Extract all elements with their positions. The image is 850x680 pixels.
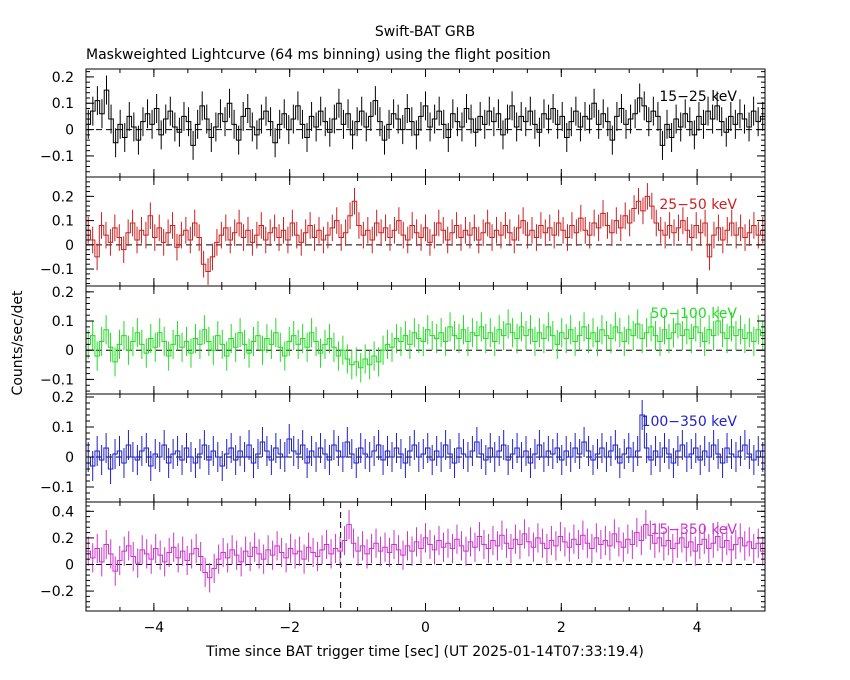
y-tick-label: 0	[65, 238, 74, 254]
y-tick-label: 0	[65, 123, 74, 139]
lightcurve-steps	[86, 320, 765, 369]
y-tick-label: 0.1	[52, 314, 74, 330]
x-axis-label: Time since BAT trigger time [sec] (UT 20…	[205, 644, 644, 660]
y-tick-label: 0.2	[52, 531, 74, 547]
band-label: 15−25 keV	[659, 89, 737, 105]
panel-4: −0.1 0 0.1 0.2 100−350 keV	[40, 390, 766, 503]
x-tick-label: 0	[421, 620, 430, 636]
panel-5: −0.2 0 0.2 0.4 15−350 keV	[40, 501, 766, 612]
x-tick-label: −4	[144, 620, 165, 636]
y-tick-label: 0.2	[52, 285, 74, 301]
y-tick-label: −0.1	[40, 372, 74, 388]
lightcurve-steps	[86, 89, 765, 146]
x-tick-label: 4	[693, 620, 702, 636]
panel-data	[86, 502, 765, 611]
y-tick-label: 0.2	[52, 390, 74, 406]
chart-title: Swift-BAT GRB	[375, 24, 475, 40]
y-tick-label: 0.1	[52, 96, 74, 112]
y-tick-label: −0.1	[40, 262, 74, 278]
y-axis-label: Counts/sec/det	[10, 290, 26, 395]
band-label: 25−50 keV	[659, 197, 737, 213]
band-label: 15−350 keV	[650, 522, 737, 538]
panel-2: −0.1 0 0.1 0.2 25−50 keV	[40, 176, 766, 287]
y-tick-label: 0	[65, 450, 74, 466]
y-tick-label: 0.2	[52, 70, 74, 86]
x-tick-label: −2	[279, 620, 300, 636]
y-tick-label: 0.1	[52, 420, 74, 436]
y-tick-label: −0.1	[40, 149, 74, 165]
y-tick-label: 0.1	[52, 214, 74, 230]
panel-data	[86, 183, 765, 285]
panel-data	[86, 306, 765, 383]
panels-group: −0.1 0 0.1 0.2 15−25 keV −0.1 0 0.1 0.2 25−50 keV…	[40, 68, 766, 636]
y-tick-label: 0	[65, 343, 74, 359]
panel-data	[86, 75, 765, 160]
lightcurve-steps	[86, 414, 765, 470]
chart-subtitle: Maskweighted Lightcurve (64 ms binning) …	[86, 47, 551, 63]
panel-3: −0.1 0 0.1 0.2 50−100 keV	[40, 285, 766, 395]
band-label: 50−100 keV	[650, 306, 737, 322]
lightcurve-steps	[86, 524, 765, 579]
panel-1: −0.1 0 0.1 0.2 15−25 keV	[40, 68, 766, 178]
panel-data	[86, 400, 765, 484]
y-tick-label: −0.2	[40, 584, 74, 600]
y-tick-label: 0	[65, 557, 74, 573]
lightcurve-steps	[86, 195, 765, 272]
y-tick-label: 0.2	[52, 189, 74, 205]
x-tick-label: 2	[557, 620, 566, 636]
y-tick-label: −0.1	[40, 480, 74, 496]
y-tick-label: 0.4	[52, 504, 74, 520]
band-label: 100−350 keV	[642, 414, 738, 430]
